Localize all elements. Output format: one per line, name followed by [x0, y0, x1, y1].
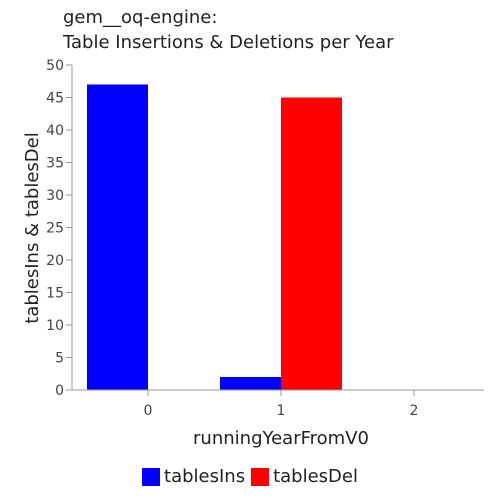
y-ticks-group: 0 5 10 15 20 25 30 35 40 45 50	[46, 58, 72, 399]
x-tick-label-2: 2	[410, 403, 419, 419]
legend-label-tablesins: tablesIns	[164, 466, 246, 487]
y-axis-label: tablesIns & tablesDel	[22, 132, 43, 323]
y-tick-label-25: 25	[46, 221, 64, 237]
bar-tablesins-0	[87, 84, 148, 390]
legend: tablesIns tablesDel	[0, 466, 500, 487]
y-tick-label-5: 5	[55, 351, 64, 367]
bars-group	[87, 84, 342, 390]
y-tick-label-15: 15	[46, 286, 64, 302]
chart-title-line-1: gem__oq-engine:	[63, 7, 218, 28]
y-tick-label-45: 45	[46, 91, 64, 107]
y-tick-label-30: 30	[46, 188, 64, 204]
x-tick-label-0: 0	[144, 403, 153, 419]
y-tick-label-40: 40	[46, 123, 64, 139]
y-tick-label-20: 20	[46, 253, 64, 269]
x-ticks-group: 0 1 2	[144, 390, 419, 419]
bar-tablesdel-1	[281, 97, 342, 390]
y-tick-label-35: 35	[46, 156, 64, 172]
legend-swatch-tablesins	[142, 467, 161, 486]
legend-swatch-tablesdel	[251, 467, 270, 486]
bar-tablesins-1	[220, 377, 281, 390]
x-axis-label: runningYearFromV0	[193, 428, 369, 449]
y-tick-label-10: 10	[46, 318, 64, 334]
legend-item-tablesdel: tablesDel	[251, 466, 358, 487]
legend-item-tablesins: tablesIns	[142, 466, 245, 487]
y-tick-label-50: 50	[46, 58, 64, 74]
y-tick-label-0: 0	[55, 383, 64, 399]
x-tick-label-1: 1	[277, 403, 286, 419]
legend-label-tablesdel: tablesDel	[273, 466, 358, 487]
chart-title-line-2: Table Insertions & Deletions per Year	[63, 32, 394, 53]
